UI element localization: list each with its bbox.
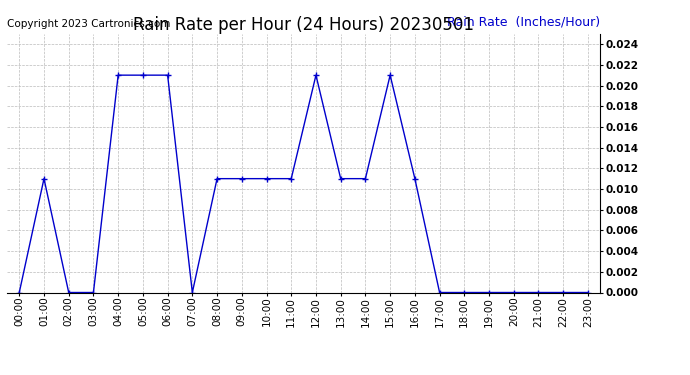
Title: Rain Rate per Hour (24 Hours) 20230501: Rain Rate per Hour (24 Hours) 20230501 (133, 16, 474, 34)
Text: Copyright 2023 Cartronics.com: Copyright 2023 Cartronics.com (7, 19, 170, 28)
Text: Rain Rate  (Inches/Hour): Rain Rate (Inches/Hour) (447, 16, 600, 28)
